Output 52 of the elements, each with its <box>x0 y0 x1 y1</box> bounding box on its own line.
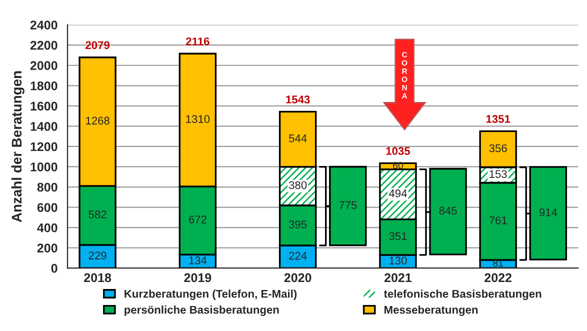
data-label: 1268 <box>86 116 110 125</box>
data-label: 229 <box>88 252 106 260</box>
bar <box>329 166 367 246</box>
legend-label: Messeberatungen <box>384 306 478 316</box>
x-tick-label: 2022 <box>484 273 512 282</box>
y-tick-label: 400 <box>37 223 58 232</box>
data-label: 775 <box>339 201 357 210</box>
y-tick-label: 200 <box>37 244 58 252</box>
data-label: 672 <box>188 216 206 224</box>
data-label: 351 <box>389 232 407 240</box>
x-tick-label: 2020 <box>284 273 312 282</box>
y-tick-label: 800 <box>37 182 58 192</box>
data-label: 914 <box>539 208 558 216</box>
y-tick-label: 1400 <box>30 122 58 131</box>
data-label: 153 <box>490 170 507 178</box>
data-label: 380 <box>288 181 307 190</box>
data-label: 761 <box>489 216 507 224</box>
data-label: 224 <box>289 252 307 260</box>
y-tick-label: 1000 <box>30 162 58 172</box>
legend-label: telefonische Basisberatungen <box>384 290 542 300</box>
data-label: 81 <box>493 260 504 267</box>
y-tick-label: 1600 <box>30 102 58 111</box>
data-label: 582 <box>88 210 106 218</box>
data-label: 130 <box>390 256 407 265</box>
y-tick-label: 0 <box>51 264 58 273</box>
total-label: 2079 <box>86 41 110 50</box>
legend-label: persönliche Basisberatungen <box>124 306 279 316</box>
y-tick-label: 2400 <box>30 20 58 30</box>
bar <box>529 166 568 260</box>
data-label: 395 <box>288 220 307 228</box>
data-label: 60 <box>393 162 403 169</box>
y-tick-label: 1800 <box>30 81 58 90</box>
data-label: 845 <box>439 206 457 215</box>
y-tick-label: 2000 <box>30 61 58 70</box>
total-label: 2116 <box>186 37 210 46</box>
x-tick-label: 2019 <box>184 273 212 282</box>
bar <box>429 168 467 256</box>
total-label: 1351 <box>486 115 510 123</box>
x-tick-label: 2018 <box>84 273 112 282</box>
total-label: 1543 <box>286 96 310 104</box>
y-tick-label: 2200 <box>30 40 58 50</box>
data-label: 356 <box>489 144 507 152</box>
data-label: 134 <box>189 256 207 264</box>
data-label: 494 <box>388 189 407 198</box>
y-tick-label: 1200 <box>30 142 58 152</box>
data-label: 544 <box>288 134 307 142</box>
data-label: 1310 <box>186 115 210 123</box>
legend-label: Kurzberatungen (Telefon, E-Mail) <box>124 290 297 300</box>
y-axis-title: Anzahl der Beratungen <box>11 71 24 222</box>
x-tick-label: 2021 <box>384 273 412 282</box>
total-label: 1035 <box>386 147 410 155</box>
y-tick-label: 600 <box>37 203 58 212</box>
